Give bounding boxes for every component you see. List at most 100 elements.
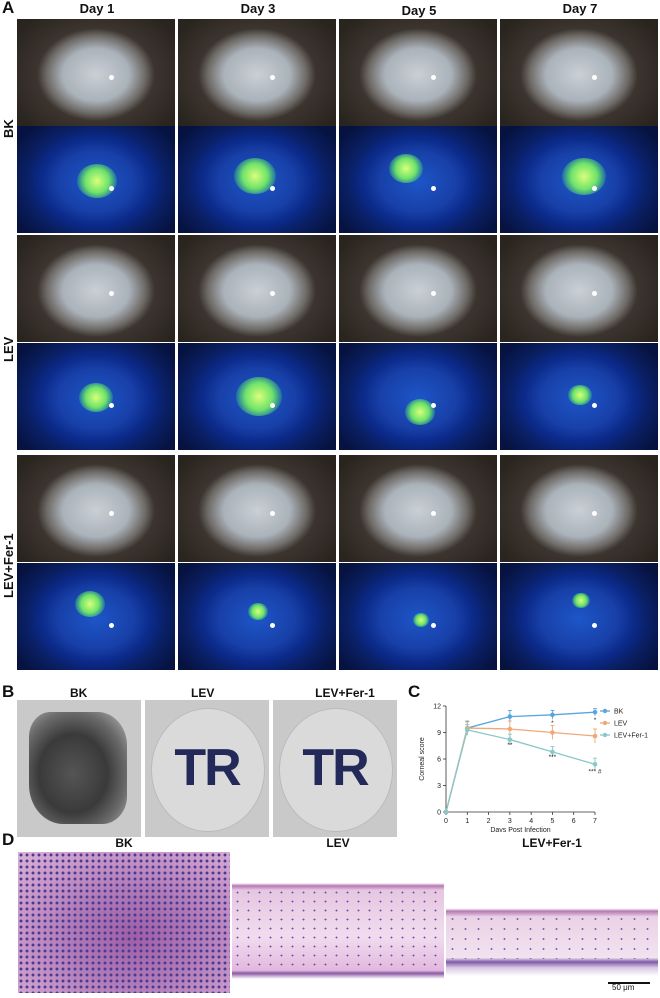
y-tick-label: 3 xyxy=(437,783,441,790)
fluorescein-stain xyxy=(236,377,282,417)
legend-label-bk: BK xyxy=(614,709,624,716)
corneal-reflection xyxy=(431,186,436,191)
data-point-bk xyxy=(592,709,598,715)
data-point-lev-fer-1 xyxy=(550,749,555,755)
x-tick-label: 5 xyxy=(550,818,554,825)
fluorescein-stain xyxy=(562,158,606,196)
data-point-bk xyxy=(507,714,513,719)
corneal-reflection xyxy=(592,511,597,516)
x-axis-label: Days Post Infection xyxy=(490,827,550,832)
day-3-heading: Day 3 xyxy=(240,1,276,16)
cornea-photo-lev-fer1: TR xyxy=(273,700,397,837)
bk-day3-slit-lamp-photo xyxy=(178,19,336,126)
lev-fer1-day7-fluorescein-photo xyxy=(500,563,658,670)
significance-marker: * xyxy=(551,720,554,727)
lev-fer1-day1-slit-lamp-photo xyxy=(17,455,175,562)
corneal-reflection xyxy=(109,291,114,296)
lev-day7-slit-lamp-photo xyxy=(500,235,658,342)
fluorescein-stain xyxy=(75,591,105,617)
corneal-reflection xyxy=(109,75,114,80)
panel-b-letter: B xyxy=(2,682,15,701)
legend-marker-bk xyxy=(602,708,608,714)
day-5-heading: Day 5 xyxy=(401,3,437,18)
legend-marker-lev-fer-1 xyxy=(602,732,608,738)
data-point-bk xyxy=(550,712,555,718)
cornea-label-lev: LEV xyxy=(191,686,215,700)
fluorescein-stain xyxy=(389,154,423,183)
cornea-label-bk: BK xyxy=(70,686,88,700)
lev-fer1-day5-fluorescein-photo xyxy=(339,563,497,670)
histology-label-lev-fer1: LEV+Fer-1 xyxy=(522,836,582,850)
histology-image-bk xyxy=(18,852,230,993)
lev-day7-fluorescein-photo xyxy=(500,343,658,450)
corneal-reflection xyxy=(270,403,275,408)
bk-day5-slit-lamp-photo xyxy=(339,19,497,126)
panel-d-letter: D xyxy=(2,830,15,849)
corneal-reflection xyxy=(592,291,597,296)
cornea-letters-lev: TR xyxy=(174,739,241,797)
histology-image-lev xyxy=(232,852,444,993)
corneal-reflection xyxy=(431,511,436,516)
lev-day5-fluorescein-photo xyxy=(339,343,497,450)
histology-label-lev: LEV xyxy=(326,836,350,850)
legend-label-lev-fer-1: LEV+Fer-1 xyxy=(614,733,648,740)
scale-bar xyxy=(608,982,650,984)
corneal-reflection xyxy=(592,403,597,408)
fluorescein-stain xyxy=(413,613,429,627)
fluorescein-stain xyxy=(405,399,435,425)
panel-c-letter: C xyxy=(408,682,421,701)
data-point-lev-fer-1 xyxy=(507,737,513,742)
corneal-reflection xyxy=(431,291,436,296)
bk-day7-fluorescein-photo xyxy=(500,126,658,233)
lev-fer1-day7-slit-lamp-photo xyxy=(500,455,658,562)
histology-label-bk: BK xyxy=(115,836,133,850)
corneal-reflection xyxy=(592,75,597,80)
lev-fer1-day3-slit-lamp-photo xyxy=(178,455,336,562)
corneal-reflection xyxy=(270,623,275,628)
y-tick-label: 12 xyxy=(433,704,441,711)
corneal-reflection xyxy=(270,75,275,80)
bk-day1-fluorescein-photo xyxy=(17,126,175,233)
series-line-lev xyxy=(445,727,596,813)
data-point-lev-fer-1 xyxy=(592,762,598,767)
bk-day3-fluorescein-photo xyxy=(178,126,336,233)
lev-fer1-day1-fluorescein-photo xyxy=(17,563,175,670)
cornea-letters-lev-fer1: TR xyxy=(302,739,369,797)
corneal-reflection xyxy=(109,186,114,191)
histology-image-lev-fer1: 50 μm xyxy=(446,852,658,993)
data-point-lev-fer-1 xyxy=(443,809,449,815)
legend-marker-lev xyxy=(602,720,608,726)
data-point-lev xyxy=(592,733,598,739)
fluorescein-stain xyxy=(77,164,117,198)
lev-day1-slit-lamp-photo xyxy=(17,235,175,342)
x-tick-label: 0 xyxy=(444,818,448,825)
significance-marker: ** xyxy=(507,742,513,749)
cornea-photo-lev: TR xyxy=(145,700,269,837)
corneal-reflection xyxy=(270,291,275,296)
bk-day7-slit-lamp-photo xyxy=(500,19,658,126)
corneal-reflection xyxy=(592,623,597,628)
lev-day3-slit-lamp-photo xyxy=(178,235,336,342)
legend-label-lev: LEV xyxy=(614,721,628,728)
corneal-reflection xyxy=(431,623,436,628)
x-tick-label: 1 xyxy=(465,818,469,825)
significance-marker: *** xyxy=(549,754,557,761)
x-tick-label: 2 xyxy=(487,818,491,825)
group-label-bk: BK xyxy=(1,119,16,138)
data-point-lev xyxy=(507,726,513,732)
bk-day5-fluorescein-photo xyxy=(339,126,497,233)
day-1-heading: Day 1 xyxy=(79,1,115,16)
day-7-heading: Day 7 xyxy=(562,1,598,16)
corneal-reflection xyxy=(109,403,114,408)
panel-a-letter: A xyxy=(2,0,15,17)
x-tick-label: 6 xyxy=(572,818,576,825)
x-tick-label: 3 xyxy=(508,818,512,825)
fluorescein-stain xyxy=(572,593,590,609)
lev-fer1-day5-slit-lamp-photo xyxy=(339,455,497,562)
lev-day1-fluorescein-photo xyxy=(17,343,175,450)
group-label-lev: LEV xyxy=(1,336,16,362)
lev-day5-slit-lamp-photo xyxy=(339,235,497,342)
bk-day1-slit-lamp-photo xyxy=(17,19,175,126)
corneal-reflection xyxy=(270,511,275,516)
